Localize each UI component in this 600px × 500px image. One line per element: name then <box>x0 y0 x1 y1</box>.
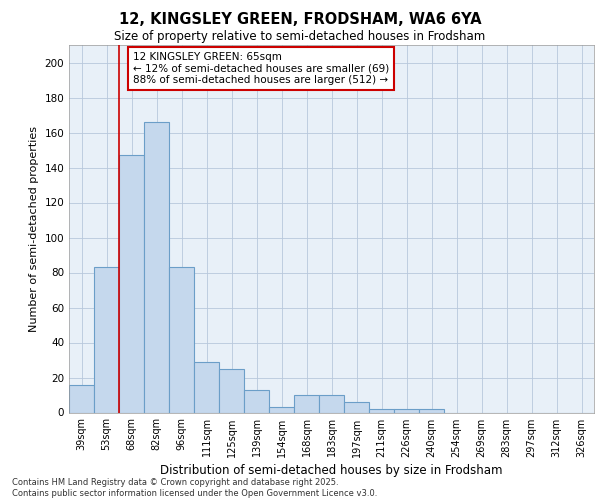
Bar <box>169 267 194 412</box>
Bar <box>219 369 244 412</box>
Bar <box>194 362 219 412</box>
Bar <box>144 122 169 412</box>
Bar <box>294 395 319 412</box>
Y-axis label: Number of semi-detached properties: Number of semi-detached properties <box>29 126 39 332</box>
Bar <box>344 402 369 412</box>
Bar <box>244 390 269 412</box>
Bar <box>69 384 94 412</box>
Bar <box>269 407 294 412</box>
Bar <box>319 395 344 412</box>
Text: 12 KINGSLEY GREEN: 65sqm
← 12% of semi-detached houses are smaller (69)
88% of s: 12 KINGSLEY GREEN: 65sqm ← 12% of semi-d… <box>133 52 389 85</box>
Bar <box>94 267 119 412</box>
Bar <box>419 409 444 412</box>
Text: 12, KINGSLEY GREEN, FRODSHAM, WA6 6YA: 12, KINGSLEY GREEN, FRODSHAM, WA6 6YA <box>119 12 481 28</box>
X-axis label: Distribution of semi-detached houses by size in Frodsham: Distribution of semi-detached houses by … <box>160 464 503 476</box>
Text: Contains HM Land Registry data © Crown copyright and database right 2025.
Contai: Contains HM Land Registry data © Crown c… <box>12 478 377 498</box>
Text: Size of property relative to semi-detached houses in Frodsham: Size of property relative to semi-detach… <box>115 30 485 43</box>
Bar <box>369 409 394 412</box>
Bar <box>394 409 419 412</box>
Bar <box>119 156 144 412</box>
